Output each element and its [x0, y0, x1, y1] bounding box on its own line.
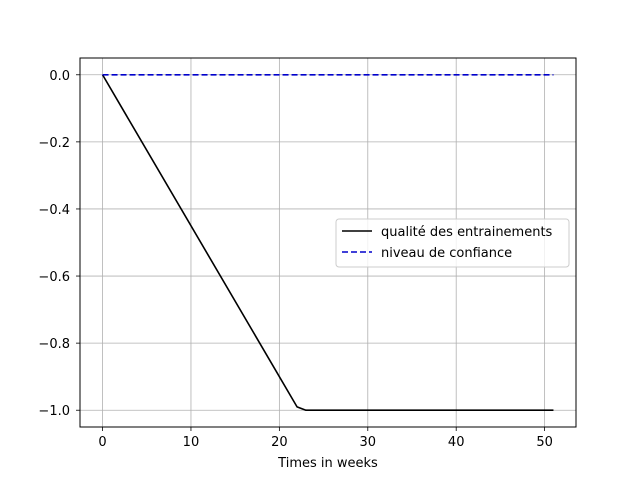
legend-label-confidence: niveau de confiance: [381, 246, 512, 261]
x-tick-label: 20: [271, 435, 288, 450]
y-tick-label: −0.4: [38, 203, 70, 218]
x-tick-label: 0: [98, 435, 106, 450]
legend-label-quality: qualité des entrainements: [381, 225, 553, 240]
legend-box: [335, 218, 570, 268]
y-tick-label: 0.0: [49, 69, 70, 84]
axis-ticks: 0 10 20 30 40 50 0.0 −0.2 −0.4 −0.6 −0.8 −1.0: [38, 69, 552, 450]
x-tick-label: 40: [448, 435, 465, 450]
series-line-0: [101, 74, 554, 412]
plot-frame: [79, 57, 577, 428]
x-axis-title: Times in weeks: [277, 456, 378, 471]
x-tick-label: 10: [183, 435, 200, 450]
x-tick-label: 30: [360, 435, 377, 450]
series-lines: [101, 73, 554, 412]
y-tick-label: −0.8: [38, 337, 70, 352]
grid: [80, 58, 576, 427]
y-tick-label: −0.2: [38, 136, 70, 151]
y-tick-label: −0.6: [38, 270, 70, 285]
x-tick-label: 50: [536, 435, 553, 450]
y-tick-label: −1.0: [38, 404, 70, 419]
legend: qualité des entrainements niveau de conf…: [335, 218, 570, 268]
